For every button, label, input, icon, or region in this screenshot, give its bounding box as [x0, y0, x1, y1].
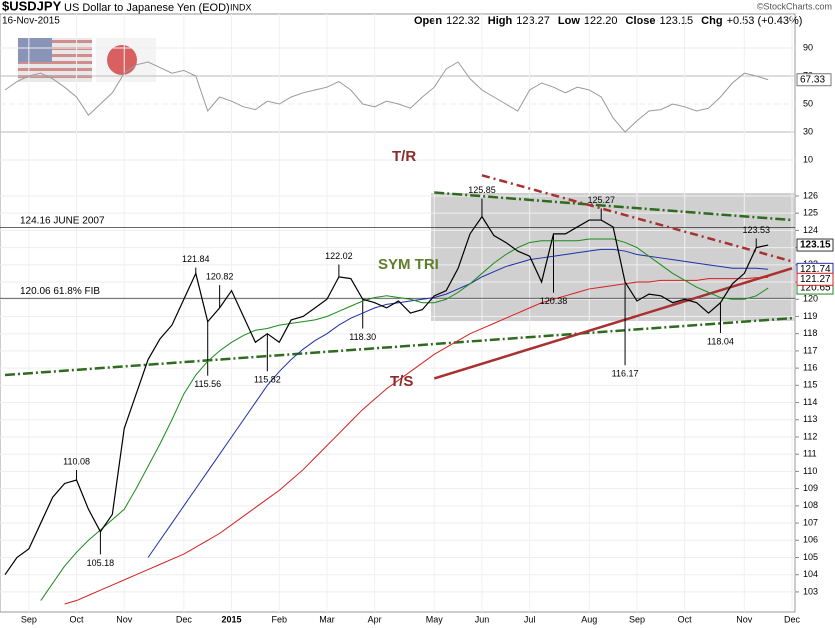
x-tick-label: Dec [176, 614, 193, 624]
rsi-last-box [796, 73, 832, 87]
x-tick-label: Nov [736, 614, 753, 624]
x-tick-label: Jun [475, 614, 490, 624]
x-tick-label: Dec [784, 614, 801, 624]
extreme-label: 118.30 [349, 332, 376, 342]
y-tick-label: 111 [803, 449, 817, 459]
quote-label: High [488, 15, 513, 27]
rsi-tick-label: 30 [803, 126, 813, 136]
quote-label: Chg [701, 15, 722, 27]
y-tick-label: 124 [803, 225, 818, 235]
extreme-label: 115.56 [194, 379, 221, 389]
rsi-tick-label: 90 [803, 42, 813, 52]
price-line [4, 215, 769, 576]
quote-value: 123.15 [660, 15, 694, 27]
extreme-label: 125.85 [468, 185, 496, 195]
quote-label: Low [558, 15, 580, 27]
x-tick-label: Apr [368, 614, 382, 624]
extreme-label: 121.84 [182, 254, 210, 264]
us-flag [18, 38, 92, 82]
annotation: SYM TRI [378, 256, 439, 273]
extreme-label: 122.02 [325, 251, 353, 261]
last-value-box [796, 272, 834, 286]
x-tick-label: Sep [629, 614, 645, 624]
annotation: T/R [392, 148, 416, 165]
moving-average [147, 248, 769, 558]
last-value: 120.65 [800, 283, 831, 294]
rsi-tick-label: 10 [803, 154, 813, 164]
annotation: T/S [390, 373, 413, 390]
last-value: 123.15 [800, 240, 831, 251]
quote-value: 122.32 [446, 15, 480, 27]
x-tick-label: May [426, 614, 444, 624]
x-tick-label: Oct [678, 614, 693, 624]
extreme-label: 110.08 [63, 456, 90, 466]
y-tick-label: 116 [803, 362, 817, 372]
extreme-label: 118.04 [707, 336, 734, 346]
x-tick-label: Feb [271, 614, 287, 624]
instrument-name: US Dollar to Japanese Yen (EOD) [64, 2, 230, 14]
quote-value: +0.53 (+0.43%) [727, 15, 803, 27]
quote-value: 123.27 [516, 15, 550, 27]
source: ©StockCharts.com [757, 1, 832, 11]
x-tick-label: Jul [524, 614, 536, 624]
y-tick-label: 106 [803, 535, 818, 545]
trendline [4, 316, 793, 377]
y-tick-label: 113 [803, 414, 817, 424]
extreme-label: 115.82 [254, 375, 281, 385]
moving-average [40, 238, 769, 601]
y-tick-label: 125 [803, 208, 818, 218]
y-tick-label: 117 [803, 345, 817, 355]
last-value-box [796, 238, 834, 252]
last-value: 121.27 [800, 274, 831, 285]
x-tick-label: Nov [116, 614, 133, 624]
quote-label: Open [414, 15, 442, 27]
last-value: 121.74 [800, 264, 831, 275]
extreme-label: 120.38 [540, 296, 568, 306]
trendline [433, 267, 793, 380]
symbol: $USDJPY [2, 0, 62, 13]
quote-label: Close [626, 15, 656, 27]
rsi-tick-label: 50 [803, 98, 813, 108]
japan-flag [96, 38, 156, 82]
quote: Open 122.32 High 123.27 Low 122.20 Close 123.15… [414, 15, 802, 27]
y-tick-label: 114 [803, 397, 817, 407]
y-tick-label: 104 [803, 569, 818, 579]
y-tick-label: 109 [803, 483, 818, 493]
x-tick-label: Sep [21, 614, 37, 624]
x-tick-label: Oct [70, 614, 85, 624]
moving-average [64, 276, 769, 605]
extreme-label: 125.27 [587, 195, 615, 205]
x-tick-label: Aug [581, 614, 597, 624]
y-tick-label: 103 [803, 586, 818, 596]
extreme-label: 123.53 [742, 225, 770, 235]
y-tick-label: 118 [803, 328, 817, 338]
trendline [434, 191, 793, 222]
y-tick-label: 115 [803, 380, 817, 390]
y-tick-label: 108 [803, 500, 818, 510]
y-tick-label: 110 [803, 466, 817, 476]
rsi-last-value: 67.33 [800, 74, 825, 85]
reference-label: 120.06 61.8% FIB [20, 286, 100, 297]
y-tick-label: 107 [803, 517, 818, 527]
extreme-label: 116.17 [612, 369, 639, 379]
y-tick-label: 112 [803, 431, 817, 441]
y-tick-label: 119 [803, 311, 817, 321]
triangle-zone [431, 193, 795, 321]
extreme-label: 105.18 [87, 558, 115, 568]
y-tick-label: 126 [803, 190, 818, 200]
reference-label: 124.16 JUNE 2007 [20, 215, 105, 226]
extreme-label: 120.82 [206, 272, 234, 282]
quote-value: 122.20 [584, 15, 618, 27]
y-tick-label: 120 [803, 294, 818, 304]
exchange: INDX [230, 2, 252, 12]
x-tick-label: 2015 [222, 614, 242, 624]
x-tick-label: Mar [319, 614, 335, 624]
rsi-line [4, 61, 769, 133]
date: 16-Nov-2015 [2, 16, 60, 27]
y-tick-label: 105 [803, 552, 818, 562]
